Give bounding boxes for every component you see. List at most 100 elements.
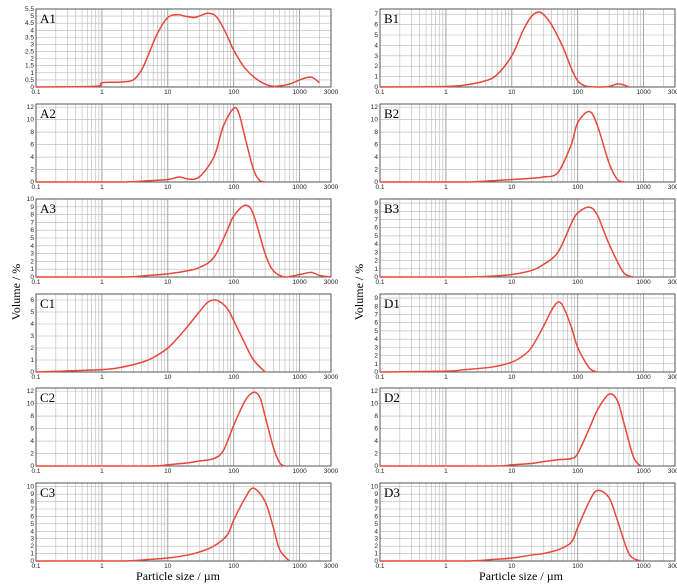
y-tick-label: 8 bbox=[30, 212, 34, 219]
x-tick-label: 10 bbox=[164, 563, 172, 570]
y-tick-label: 0 bbox=[30, 179, 34, 186]
y-tick-label: 7 bbox=[30, 506, 34, 513]
panel-label: C3 bbox=[40, 485, 55, 500]
panel-label: D3 bbox=[384, 485, 400, 500]
x-tick-label: 3000 bbox=[668, 89, 677, 96]
y-tick-label: 5 bbox=[374, 328, 378, 335]
panel-label: B1 bbox=[384, 11, 399, 26]
y-tick-label: 4 bbox=[30, 27, 34, 34]
x-tick-label: 10 bbox=[164, 184, 172, 191]
distribution-curve bbox=[35, 12, 320, 88]
x-tick-label: 1 bbox=[100, 563, 104, 570]
y-tick-label: 0.5 bbox=[25, 77, 34, 84]
y-tick-label: 2.5 bbox=[25, 49, 34, 56]
x-tick-label: 1000 bbox=[636, 374, 651, 381]
y-tick-label: 1 bbox=[30, 70, 34, 77]
distribution-curve bbox=[36, 487, 290, 562]
y-tick-label: 3 bbox=[30, 536, 34, 543]
x-tick-label: 100 bbox=[572, 468, 583, 475]
y-tick-label: 5 bbox=[374, 233, 378, 240]
distribution-curve bbox=[35, 299, 266, 373]
panel-frame bbox=[379, 482, 676, 562]
y-tick-label: 2 bbox=[374, 258, 378, 265]
x-axis-title-right: Particle size / µm bbox=[479, 569, 564, 583]
y-tick-label: 9 bbox=[374, 491, 378, 498]
panel-d2: 0 2 4 6 8 10 12 0.1 1 10 100 1000 3000 D2 bbox=[371, 387, 677, 475]
x-tick-label: 0.1 bbox=[375, 89, 384, 96]
y-tick-label: 7 bbox=[374, 217, 378, 224]
y-tick-label: 3 bbox=[374, 53, 378, 60]
y-tick-label: 6 bbox=[374, 426, 378, 433]
y-tick-label: 2 bbox=[374, 543, 378, 550]
panel-frame bbox=[35, 198, 332, 278]
y-tick-label: 8 bbox=[30, 129, 34, 136]
x-tick-label: 100 bbox=[572, 279, 583, 286]
y-tick-label: 5 bbox=[374, 521, 378, 528]
panel-b2: 0 2 4 6 8 10 12 0.1 1 10 100 1000 3000 B2 bbox=[371, 103, 677, 191]
y-axis-title-left: Volume / % bbox=[9, 264, 23, 320]
y-tick-label: 9 bbox=[30, 491, 34, 498]
distribution-curve bbox=[36, 204, 332, 278]
y-tick-label: 4 bbox=[374, 241, 378, 248]
x-tick-label: 1000 bbox=[292, 279, 307, 286]
distribution-curve bbox=[380, 489, 641, 562]
y-tick-label: 12 bbox=[371, 388, 379, 395]
y-tick-label: 6 bbox=[374, 320, 378, 327]
y-tick-label: 2 bbox=[374, 451, 378, 458]
x-tick-label: 0.1 bbox=[375, 184, 384, 191]
x-tick-label: 1000 bbox=[292, 563, 307, 570]
y-tick-label: 6 bbox=[374, 225, 378, 232]
x-tick-label: 10 bbox=[164, 89, 172, 96]
y-tick-label: 6 bbox=[30, 297, 34, 304]
y-tick-label: 4 bbox=[374, 154, 378, 161]
y-tick-label: 3 bbox=[30, 41, 34, 48]
x-tick-label: 0.1 bbox=[31, 89, 40, 96]
panel-frame bbox=[379, 8, 676, 88]
y-tick-label: 5.5 bbox=[25, 6, 34, 13]
x-tick-label: 10 bbox=[508, 89, 516, 96]
y-tick-label: 2 bbox=[30, 345, 34, 352]
panel-b1: 0 1 2 3 4 5 6 7 0.1 1 10 100 1000 3000 B1 bbox=[374, 8, 677, 96]
x-tick-label: 3000 bbox=[324, 563, 339, 570]
y-tick-label: 7 bbox=[374, 312, 378, 319]
y-tick-label: 4 bbox=[30, 438, 34, 445]
x-tick-label: 1 bbox=[100, 468, 104, 475]
y-tick-label: 7 bbox=[30, 219, 34, 226]
y-tick-label: 4 bbox=[30, 154, 34, 161]
y-tick-label: 0 bbox=[30, 84, 34, 91]
y-tick-label: 0 bbox=[374, 369, 378, 376]
x-tick-label: 1000 bbox=[292, 89, 307, 96]
x-tick-label: 10 bbox=[164, 374, 172, 381]
x-tick-label: 3000 bbox=[324, 374, 339, 381]
y-tick-label: 2 bbox=[30, 167, 34, 174]
x-tick-label: 1000 bbox=[292, 374, 307, 381]
panel-a1: 00.511.522.533.544.555.50.1 1 10 100 1000 300… bbox=[25, 6, 339, 96]
y-tick-label: 2 bbox=[30, 543, 34, 550]
y-tick-label: 7 bbox=[374, 11, 378, 18]
y-tick-label: 0 bbox=[374, 84, 378, 91]
y-tick-label: 6 bbox=[30, 426, 34, 433]
x-tick-label: 3000 bbox=[324, 279, 339, 286]
x-tick-label: 1 bbox=[444, 563, 448, 570]
x-tick-label: 1 bbox=[100, 279, 104, 286]
x-tick-label: 100 bbox=[228, 184, 239, 191]
y-tick-label: 1 bbox=[30, 551, 34, 558]
panel-frame bbox=[379, 103, 676, 183]
y-tick-label: 0 bbox=[374, 558, 378, 565]
panel-label: A1 bbox=[40, 11, 56, 26]
distribution-curve bbox=[36, 106, 266, 183]
y-tick-label: 1 bbox=[30, 357, 34, 364]
x-tick-label: 10 bbox=[164, 468, 172, 475]
y-tick-label: 4 bbox=[374, 528, 378, 535]
x-tick-label: 1 bbox=[444, 89, 448, 96]
panel-frame bbox=[379, 198, 676, 278]
distribution-curve bbox=[380, 393, 642, 467]
y-tick-label: 3.5 bbox=[25, 34, 34, 41]
y-tick-label: 5 bbox=[30, 521, 34, 528]
y-tick-label: 12 bbox=[371, 104, 379, 111]
x-tick-label: 0.1 bbox=[31, 374, 40, 381]
